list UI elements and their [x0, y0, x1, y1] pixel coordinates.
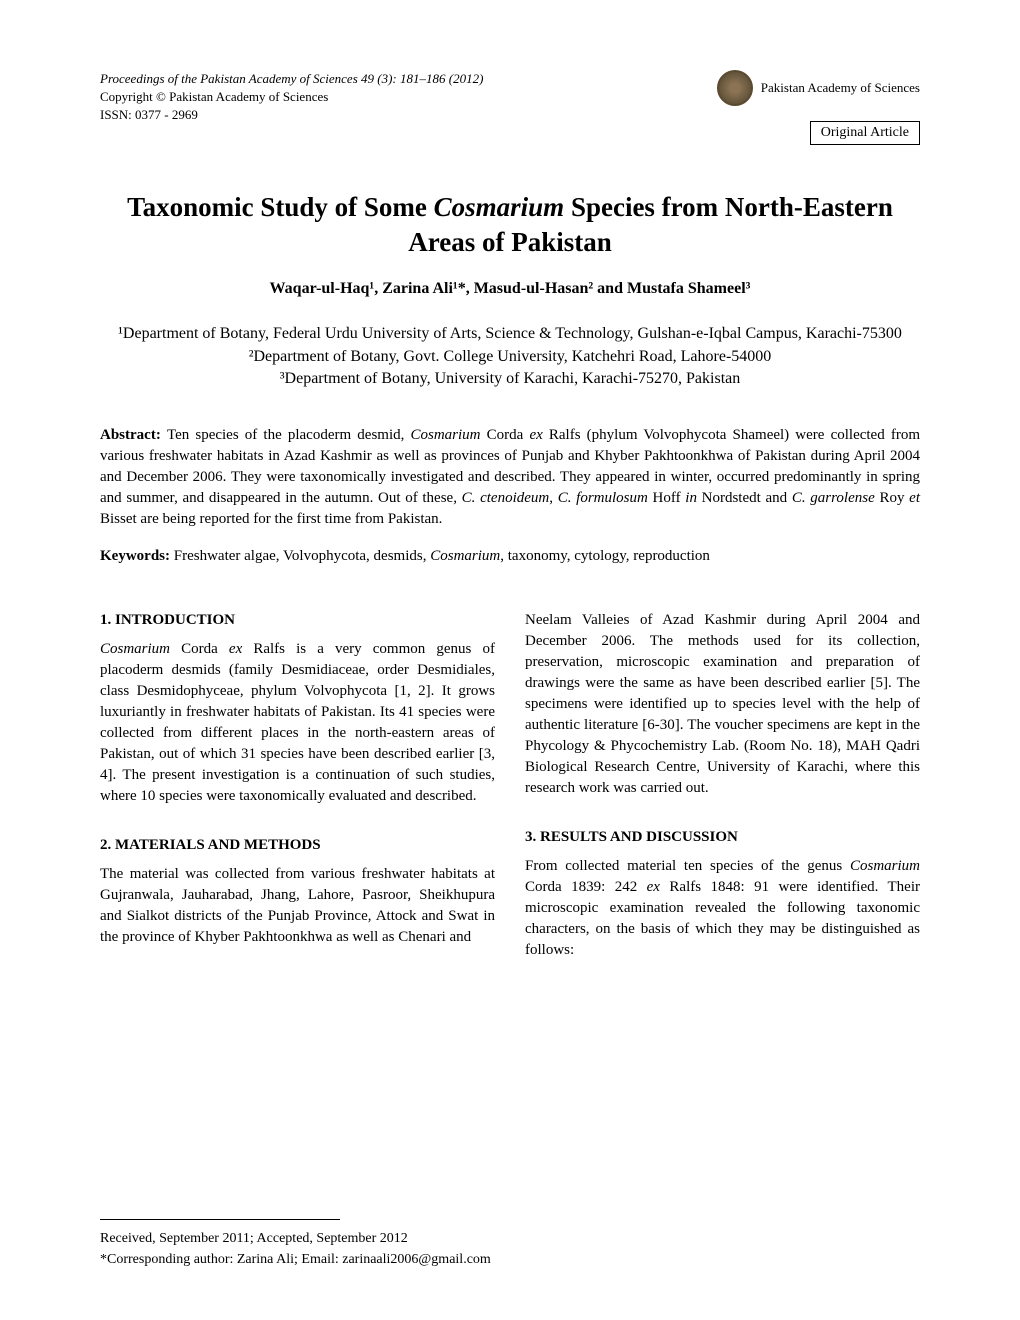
keywords-block: Keywords: Freshwater algae, Volvophycota… [100, 548, 920, 565]
abstract-text-11: C. garrolense [792, 490, 875, 506]
results-body-1: Cosmarium [850, 858, 920, 874]
results-body-0: From collected material ten species of t… [525, 858, 850, 874]
title-italic-genus: Cosmarium [434, 192, 565, 222]
methods-heading: 2. MATERIALS AND METHODS [100, 835, 495, 856]
abstract-text-10: Nordstedt and [697, 490, 792, 506]
right-column: Neelam Valleies of Azad Kashmir during A… [525, 610, 920, 961]
journal-info: Proceedings of the Pakistan Academy of S… [100, 70, 483, 125]
page-footer: Received, September 2011; Accepted, Sept… [100, 1219, 920, 1270]
keywords-text-0: Freshwater algae, Volvophycota, desmids, [174, 548, 430, 564]
abstract-text-6: , [549, 490, 557, 506]
abstract-label: Abstract: [100, 427, 167, 443]
abstract-text-8: Hoff [648, 490, 685, 506]
results-body-3: ex [647, 879, 660, 895]
affiliations-block: ¹Department of Botany, Federal Urdu Univ… [100, 323, 920, 390]
abstract-text-3: ex [529, 427, 542, 443]
intro-heading: 1. INTRODUCTION [100, 610, 495, 631]
article-title: Taxonomic Study of Some Cosmarium Specie… [100, 190, 920, 260]
intro-body-2: ex [229, 641, 242, 657]
results-body: From collected material ten species of t… [525, 856, 920, 961]
body-columns: 1. INTRODUCTION Cosmarium Corda ex Ralfs… [100, 610, 920, 961]
issn-line: ISSN: 0377 - 2969 [100, 106, 483, 124]
abstract-text-12: Roy [875, 490, 909, 506]
left-column: 1. INTRODUCTION Cosmarium Corda ex Ralfs… [100, 610, 495, 961]
methods-body-left: The material was collected from various … [100, 864, 495, 948]
academy-logo-icon [717, 70, 753, 106]
abstract-text-5: C. ctenoideum [462, 490, 550, 506]
authors-line: Waqar-ul-Haq¹, Zarina Ali¹*, Masud-ul-Ha… [100, 280, 920, 298]
academy-branding: Pakistan Academy of Sciences [717, 70, 920, 106]
header-right-block: Pakistan Academy of Sciences Original Ar… [717, 70, 920, 145]
abstract-text-14: Bisset are being reported for the first … [100, 511, 442, 527]
results-heading: 3. RESULTS AND DISCUSSION [525, 827, 920, 848]
keywords-label: Keywords: [100, 548, 174, 564]
affiliation-2: ²Department of Botany, Govt. College Uni… [100, 346, 920, 368]
abstract-text-7: C. formulosum [558, 490, 648, 506]
abstract-text-13: et [909, 490, 920, 506]
page-header: Proceedings of the Pakistan Academy of S… [100, 70, 920, 145]
keywords-text-1: Cosmarium [430, 548, 500, 564]
intro-body-3: Ralfs is a very common genus of placoder… [100, 641, 495, 804]
corresponding-author-line: *Corresponding author: Zarina Ali; Email… [100, 1249, 920, 1270]
methods-body-right: Neelam Valleies of Azad Kashmir during A… [525, 610, 920, 799]
article-type-badge: Original Article [810, 121, 920, 145]
results-body-2: Corda 1839: 242 [525, 879, 647, 895]
academy-name: Pakistan Academy of Sciences [761, 80, 920, 96]
affiliation-3: ³Department of Botany, University of Kar… [100, 368, 920, 390]
copyright-line: Copyright © Pakistan Academy of Sciences [100, 88, 483, 106]
received-line: Received, September 2011; Accepted, Sept… [100, 1228, 920, 1249]
keywords-text-2: , taxonomy, cytology, reproduction [500, 548, 710, 564]
journal-citation: Proceedings of the Pakistan Academy of S… [100, 70, 483, 88]
abstract-block: Abstract: Ten species of the placoderm d… [100, 425, 920, 530]
abstract-text-9: in [685, 490, 697, 506]
abstract-text-2: Corda [481, 427, 530, 443]
intro-body-0: Cosmarium [100, 641, 170, 657]
title-pre: Taxonomic Study of Some [127, 192, 434, 222]
abstract-text-1: Cosmarium [411, 427, 481, 443]
intro-body-1: Corda [170, 641, 229, 657]
abstract-text-0: Ten species of the placoderm desmid, [167, 427, 411, 443]
affiliation-1: ¹Department of Botany, Federal Urdu Univ… [100, 323, 920, 345]
intro-body: Cosmarium Corda ex Ralfs is a very commo… [100, 639, 495, 807]
footer-divider [100, 1219, 340, 1220]
